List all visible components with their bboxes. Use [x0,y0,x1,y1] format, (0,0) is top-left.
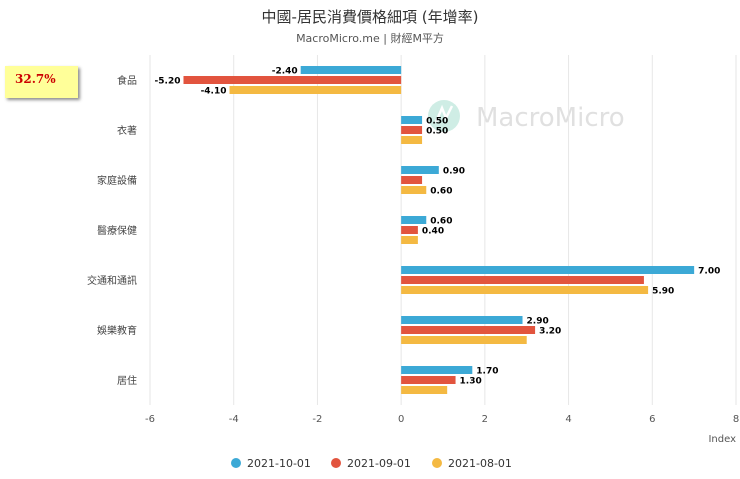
data-label: 0.40 [422,227,444,237]
legend-marker [331,458,341,468]
bar [401,186,427,194]
bar [401,366,473,374]
chart-title: 中國-居民消費價格細項 (年增率) [261,8,479,26]
x-tick-label: -2 [312,414,322,425]
bar [401,176,423,184]
x-tick-label: 8 [733,414,739,425]
bar [401,216,427,224]
x-axis-title: Index [708,434,736,445]
legend-label: 2021-10-01 [247,457,311,470]
bar [183,76,402,84]
x-tick-label: 4 [565,414,571,425]
data-label: -4.10 [201,87,227,97]
legend-label: 2021-08-01 [448,457,512,470]
bar [401,116,423,124]
category-label: 衣著 [117,124,137,137]
data-label: 5.90 [652,287,674,297]
bar [401,276,644,284]
x-tick-label: 6 [649,414,655,425]
x-tick-label: 2 [482,414,488,425]
bar [401,236,418,244]
data-label: 0.50 [426,127,448,137]
share-badge[interactable]: 32.7% [5,66,78,98]
category-label: 居住 [117,374,137,387]
bar [401,126,423,134]
data-label: 2.90 [527,317,549,327]
x-tick-label: -4 [229,414,239,425]
data-label: 1.30 [460,377,482,387]
bar [401,226,418,234]
bar [401,376,456,384]
x-tick-label: 0 [398,414,404,425]
category-label: 醫療保健 [97,224,137,237]
bar [401,166,439,174]
bar [401,336,527,344]
legend-item[interactable]: 2021-09-01 [331,457,411,470]
data-label: -5.20 [155,77,181,87]
watermark: MacroMicro [428,100,625,133]
data-label: -2.40 [272,67,298,77]
data-label: 0.60 [430,217,452,227]
data-label: 7.00 [698,267,720,277]
bar [401,266,695,274]
category-label: 交通和通訊 [87,274,137,287]
bar [401,136,423,144]
watermark-text: MacroMicro [476,103,625,133]
data-label: 3.20 [539,327,561,337]
category-label: 家庭設備 [97,174,137,187]
bar [229,86,402,94]
data-label: 1.70 [476,367,498,377]
bar [401,286,649,294]
legend-label: 2021-09-01 [347,457,411,470]
chart-subtitle: MacroMicro.me | 財經M平方 [296,32,444,45]
bar [401,386,448,394]
bar [300,66,402,74]
x-tick-label: -6 [145,414,155,425]
data-label: 0.50 [426,117,448,127]
legend-marker [231,458,241,468]
bar [401,316,523,324]
category-label: 食品 [117,74,137,87]
watermark-logo-mark [434,104,454,123]
legend-item[interactable]: 2021-08-01 [432,457,512,470]
data-label: 0.90 [443,167,465,177]
legend-marker [432,458,442,468]
category-label: 娛樂教育 [97,324,137,337]
data-label: 0.60 [430,187,452,197]
bar [401,326,536,334]
legend-item[interactable]: 2021-10-01 [231,457,311,470]
